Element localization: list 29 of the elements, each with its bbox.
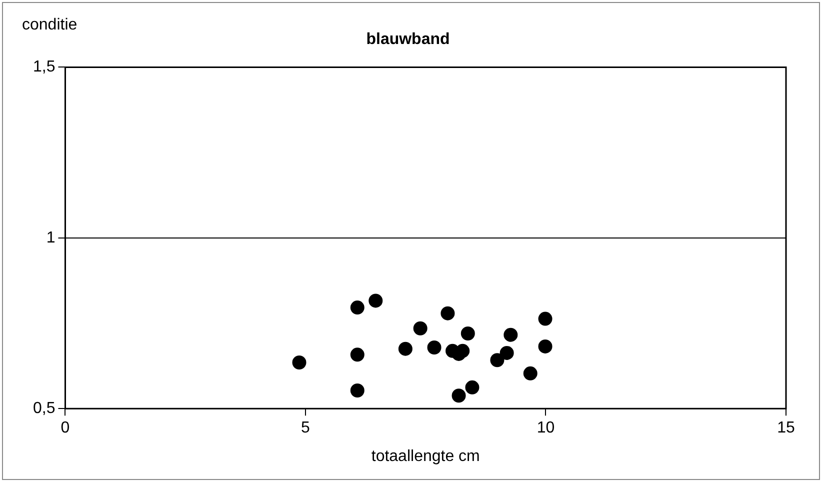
point (456, 344, 470, 358)
point (413, 321, 428, 336)
point (460, 326, 475, 340)
point (500, 346, 514, 360)
y-tick-label: 1,5 (32, 58, 56, 76)
point (368, 294, 383, 308)
point (504, 328, 518, 342)
point (398, 342, 412, 356)
point (538, 312, 552, 326)
y-tick-label: 0,5 (32, 400, 56, 418)
point (350, 348, 364, 362)
y-axis-title: conditie (22, 16, 78, 34)
x-tick-label: 15 (777, 420, 795, 437)
point (452, 388, 466, 403)
point (490, 353, 504, 368)
point (440, 306, 455, 320)
point (427, 340, 442, 354)
x-tick-label: 10 (536, 420, 555, 437)
point (292, 356, 306, 370)
point (350, 300, 364, 315)
point (523, 366, 538, 380)
x-axis-title: totaallengte cm (371, 448, 480, 465)
y-tick-label: 1 (46, 229, 56, 246)
point (465, 380, 480, 394)
x-tick-label: 5 (301, 420, 310, 437)
chart-title: blauwband (366, 31, 450, 48)
point (538, 339, 552, 354)
point (350, 384, 364, 398)
x-tick-label: 0 (60, 420, 70, 437)
